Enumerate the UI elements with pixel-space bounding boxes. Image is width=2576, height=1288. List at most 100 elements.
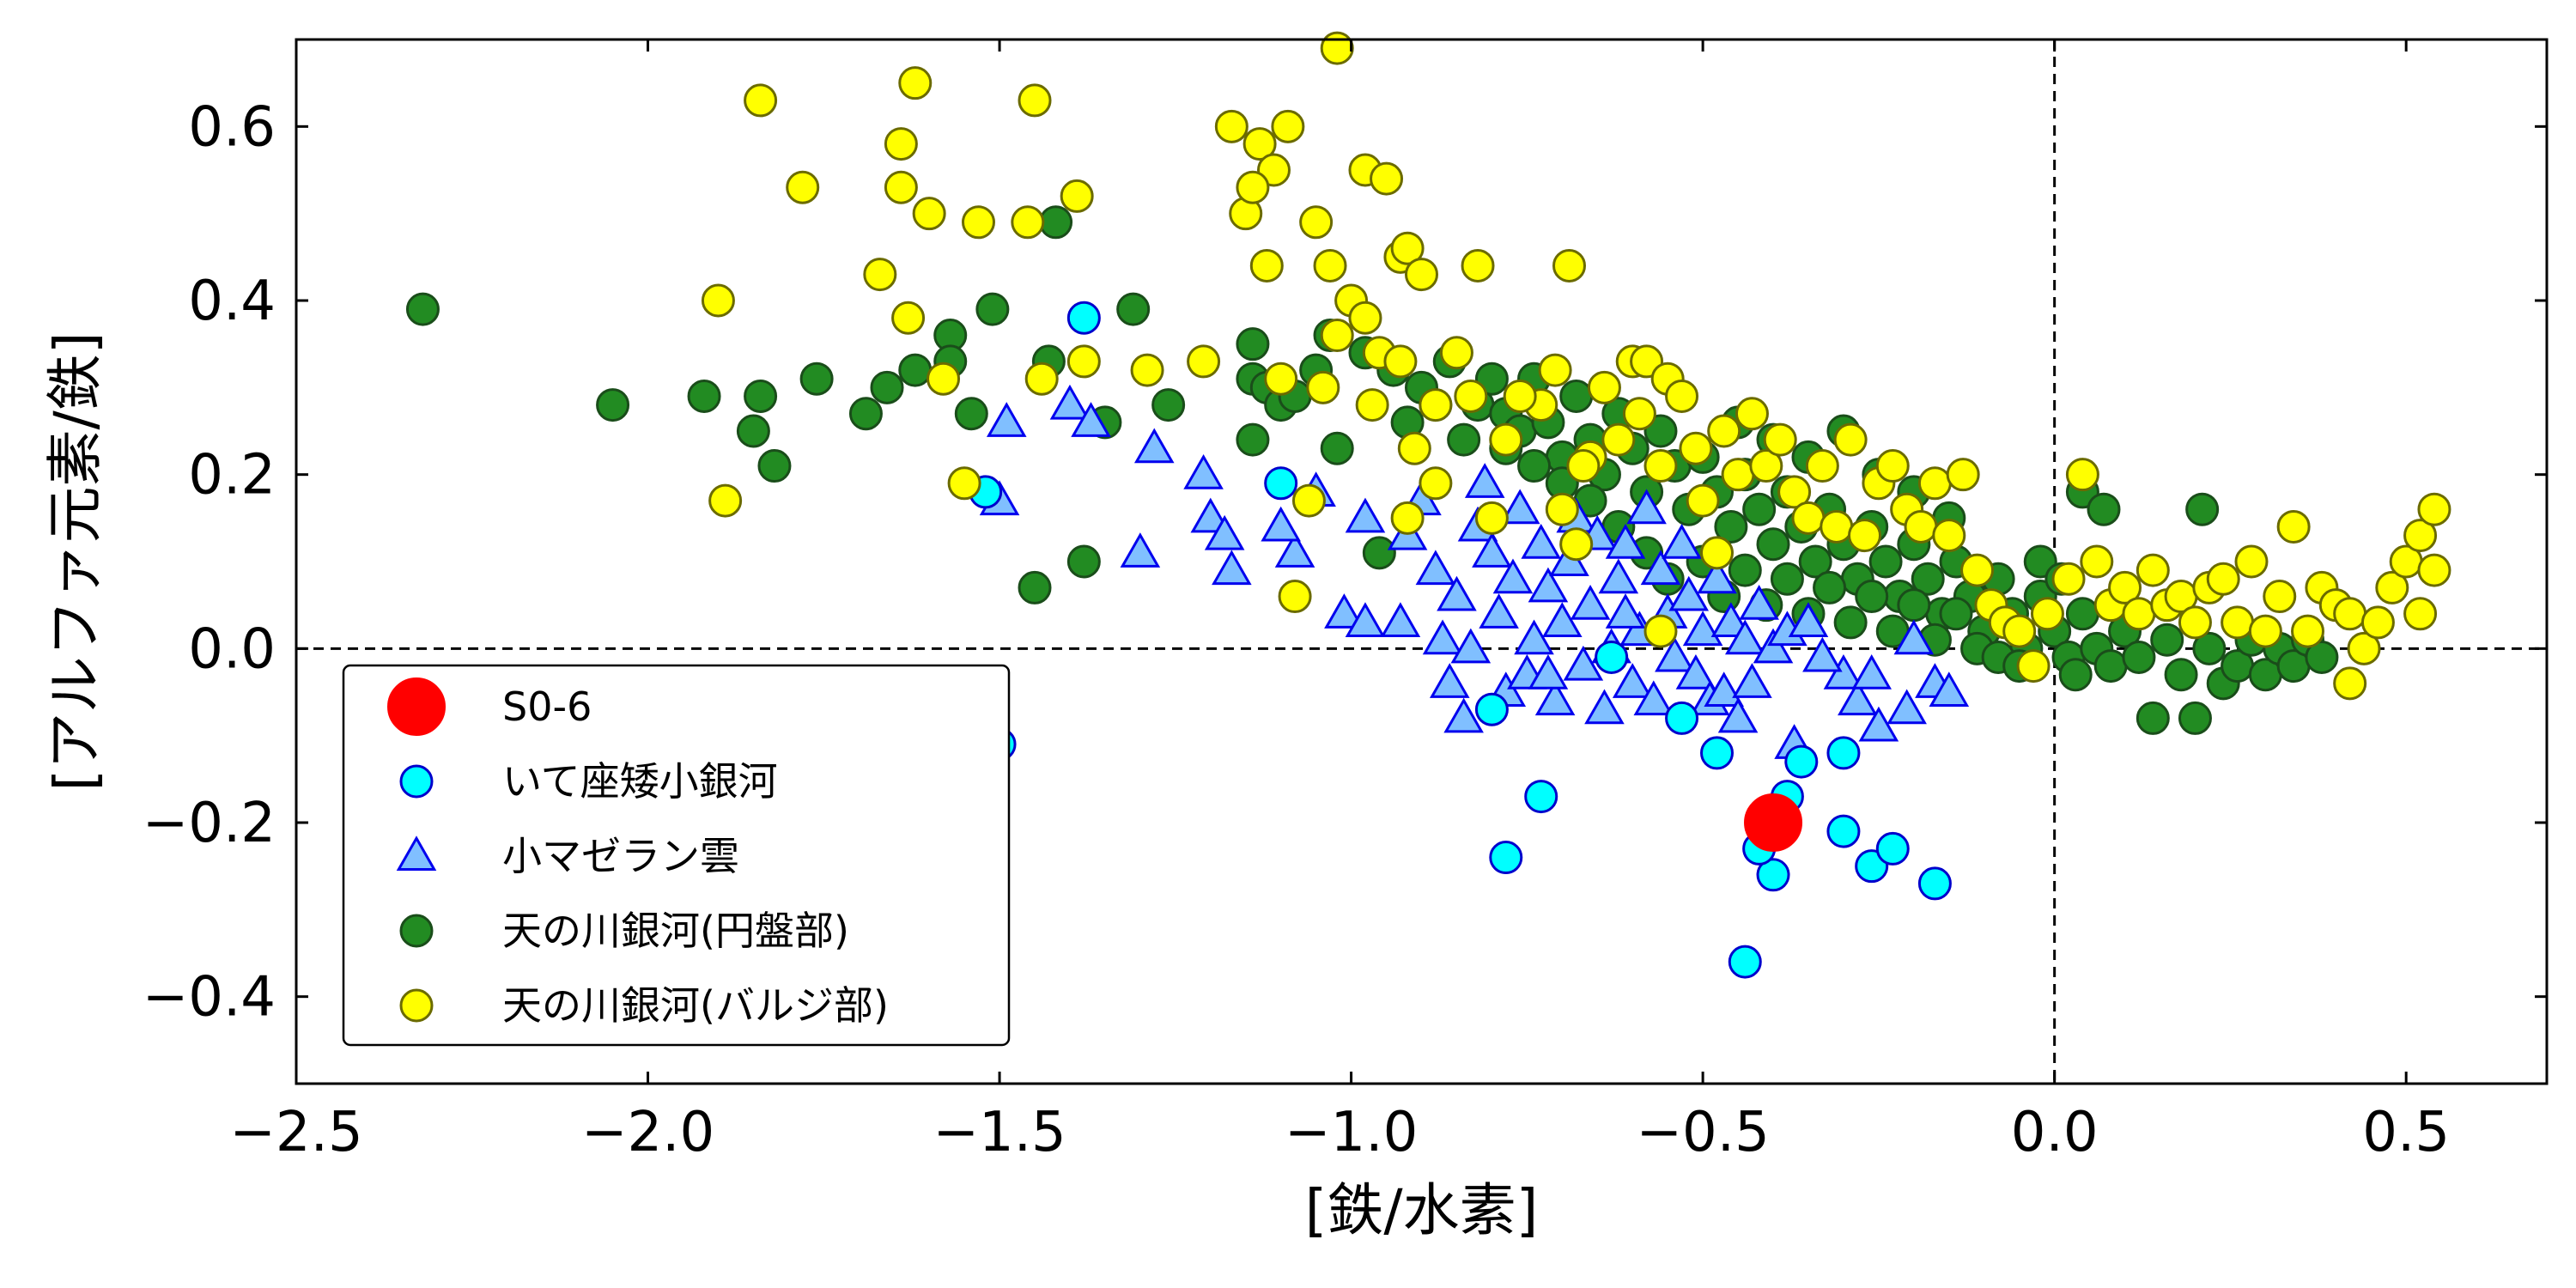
data-point	[1461, 248, 1495, 283]
data-point	[786, 170, 820, 204]
data-point	[1826, 814, 1861, 848]
data-point	[1929, 671, 1970, 708]
legend-label: S0-6	[502, 683, 592, 730]
x-tick-label: −0.5	[1636, 1101, 1769, 1164]
data-point	[1665, 379, 1699, 413]
data-point	[1066, 344, 1101, 379]
data-point	[1018, 83, 1052, 118]
data-point	[1932, 519, 1966, 553]
data-point	[2058, 658, 2093, 692]
data-point	[2164, 658, 2198, 692]
data-point	[1643, 614, 1678, 648]
data-point	[2080, 544, 2114, 579]
data-point	[1744, 793, 1803, 852]
data-point	[961, 205, 995, 240]
data-markers	[405, 31, 2451, 979]
data-point	[1633, 680, 1674, 716]
data-point	[1788, 602, 1829, 637]
data-point	[870, 370, 904, 404]
data-point	[863, 258, 897, 292]
data-point	[1071, 402, 1111, 437]
y-tick-label: 0.0	[188, 617, 276, 681]
data-point	[1855, 580, 1889, 614]
data-point	[1151, 388, 1186, 422]
data-point	[1605, 524, 1646, 559]
data-point	[1345, 602, 1386, 637]
data-point	[1605, 593, 1646, 629]
data-point	[1682, 611, 1723, 647]
data-point	[1826, 736, 1861, 770]
legend-label: 天の川銀河(円盤部)	[502, 908, 849, 954]
data-point	[2065, 597, 2099, 631]
legend-entry: いて座矮小銀河	[399, 758, 778, 805]
data-point	[2360, 605, 2395, 640]
data-point	[1261, 506, 1301, 542]
data-point	[912, 197, 946, 231]
data-point	[701, 283, 735, 318]
data-point	[2276, 509, 2311, 544]
data-point	[1626, 489, 1667, 525]
data-point	[1756, 527, 1790, 562]
data-point	[1791, 501, 1826, 535]
data-point	[1443, 697, 1484, 733]
data-point	[1236, 170, 1270, 204]
y-axis-label: [アルファ元素/鉄]	[42, 331, 108, 791]
data-point	[1601, 422, 1636, 457]
legend-marker	[399, 764, 434, 799]
data-point	[1714, 509, 1748, 544]
data-point	[1528, 567, 1569, 603]
data-point	[1917, 866, 1952, 901]
data-point	[2333, 597, 2367, 631]
data-point	[1728, 945, 1762, 979]
data-point	[2403, 519, 2438, 553]
legend-entry: 小マゼラン雲	[396, 833, 739, 879]
data-point	[1320, 319, 1354, 353]
legend-box	[342, 664, 1011, 1047]
data-point	[2305, 640, 2339, 674]
data-point	[687, 379, 721, 413]
data-point	[975, 292, 1010, 326]
data-point	[1655, 636, 1695, 672]
x-tick-label: 0.0	[2011, 1101, 2099, 1164]
y-tick-label: 0.2	[188, 444, 276, 507]
data-point	[1489, 841, 1523, 875]
data-point	[884, 127, 918, 161]
data-point	[1060, 179, 1094, 213]
data-point	[898, 66, 933, 100]
data-point	[1595, 640, 1629, 674]
data-point	[1566, 449, 1601, 483]
data-point	[1542, 602, 1583, 637]
data-point	[1886, 689, 1927, 725]
data-point	[1833, 422, 1868, 457]
data-point	[1066, 301, 1101, 335]
data-point	[1024, 361, 1059, 396]
data-point	[1858, 706, 1899, 742]
data-point	[1355, 388, 1389, 422]
data-point	[1946, 458, 1980, 492]
data-point	[2150, 623, 2184, 657]
data-point	[1397, 431, 1431, 465]
data-point	[1514, 619, 1554, 655]
data-point	[2136, 553, 2170, 587]
data-point	[1499, 489, 1540, 525]
data-point	[1116, 292, 1151, 326]
data-point	[2178, 605, 2212, 640]
data-point	[1503, 379, 1537, 413]
data-point	[1474, 501, 1509, 535]
x-tick-label: −1.5	[933, 1101, 1066, 1164]
data-point	[986, 402, 1027, 437]
data-point	[1018, 570, 1052, 605]
data-point	[1833, 605, 1868, 640]
data-point	[1380, 602, 1421, 637]
data-point	[1686, 483, 1720, 518]
data-point	[799, 361, 834, 396]
data-point	[954, 397, 988, 431]
data-point	[1904, 509, 1938, 544]
data-point	[1383, 344, 1418, 379]
x-axis-label: [鉄/水素]	[1305, 1177, 1539, 1243]
data-point	[1700, 536, 1735, 570]
data-point	[2122, 597, 2156, 631]
data-point	[1517, 449, 1552, 483]
data-point	[1545, 492, 1579, 526]
